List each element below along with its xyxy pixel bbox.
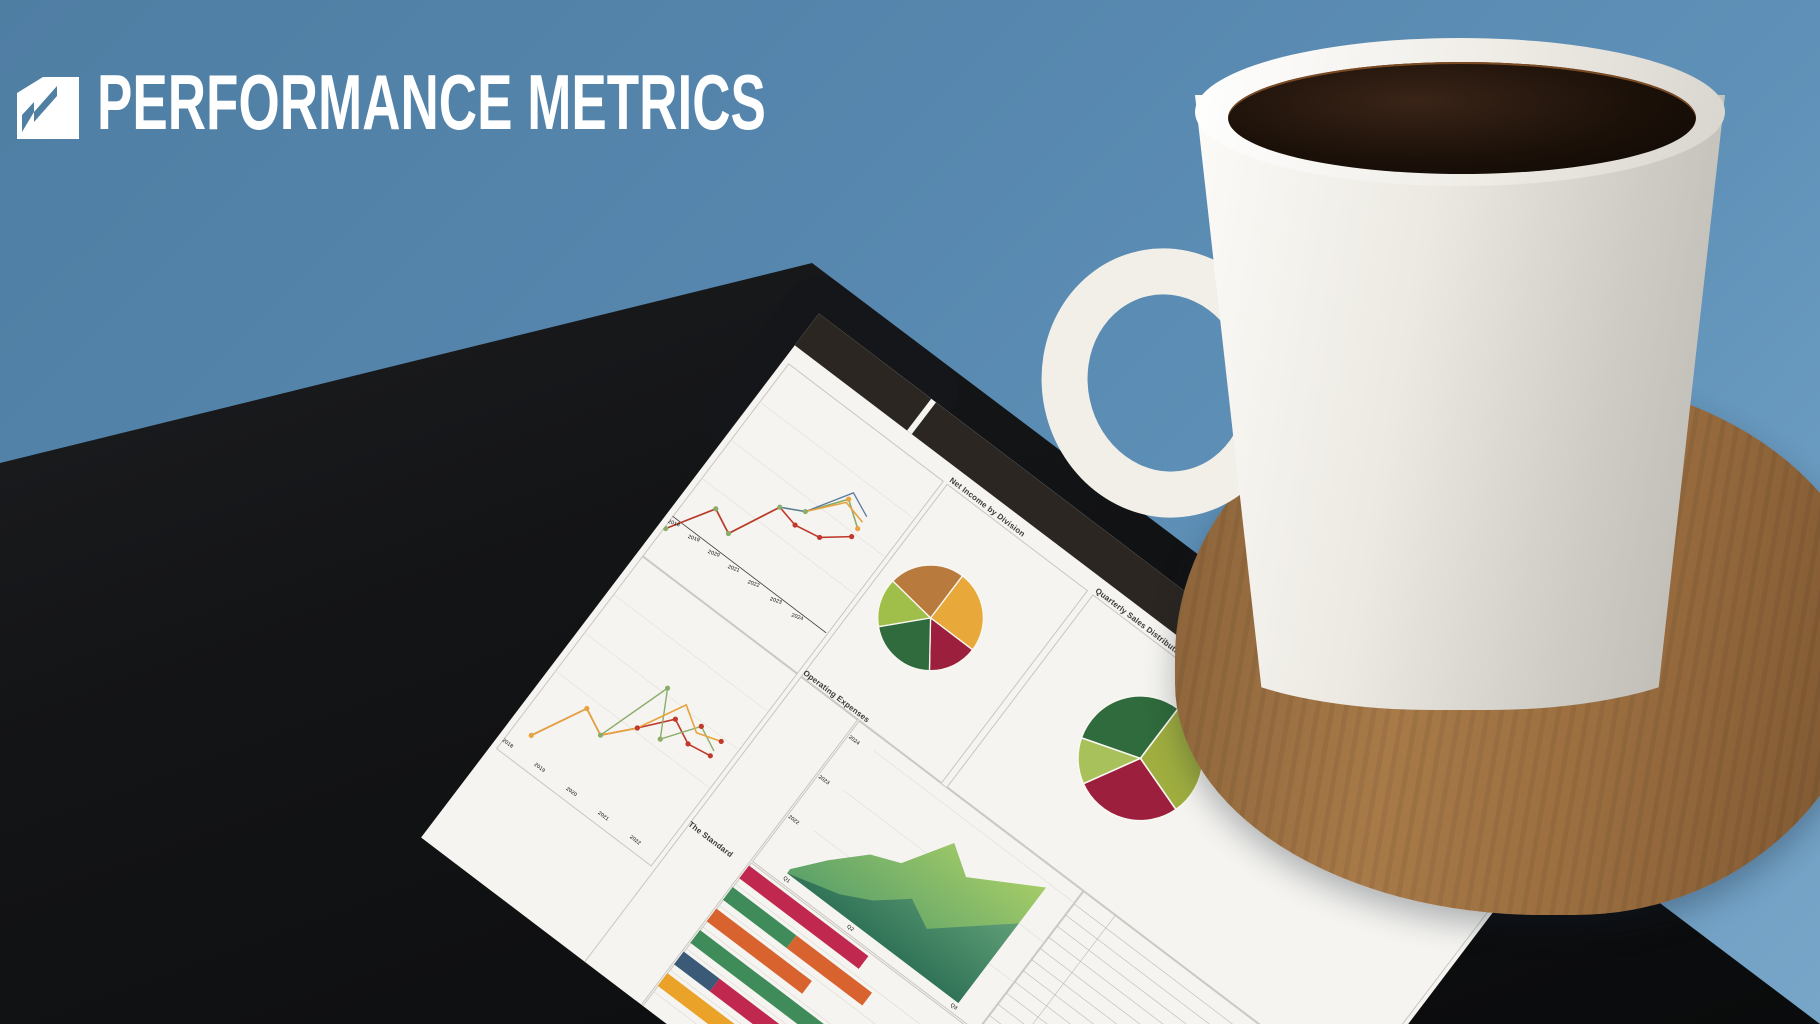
svg-text:2022: 2022 (747, 579, 761, 589)
svg-text:2023: 2023 (769, 596, 783, 606)
svg-text:2020: 2020 (707, 549, 721, 559)
svg-text:2024: 2024 (847, 734, 860, 746)
svg-text:Q3: Q3 (949, 1002, 958, 1011)
svg-text:2019: 2019 (687, 534, 701, 544)
svg-text:2023: 2023 (817, 774, 830, 786)
svg-text:Q2: Q2 (845, 924, 854, 933)
svg-text:2018: 2018 (501, 738, 514, 750)
svg-text:2022: 2022 (787, 814, 800, 826)
svg-text:2020: 2020 (565, 786, 578, 798)
svg-text:2019: 2019 (533, 762, 546, 774)
svg-text:2024: 2024 (791, 613, 805, 623)
svg-text:2022: 2022 (628, 834, 641, 846)
svg-text:2021: 2021 (727, 564, 741, 574)
svg-text:2021: 2021 (596, 810, 609, 822)
svg-text:Q1: Q1 (782, 875, 791, 884)
